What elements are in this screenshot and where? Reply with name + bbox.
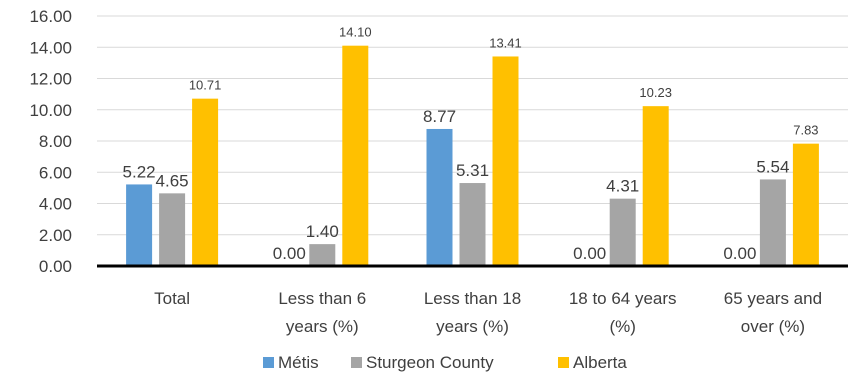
bar-alberta: [492, 56, 519, 266]
bar-alberta: [342, 45, 369, 266]
bars: [126, 45, 819, 266]
bar-sturgeon-county: [759, 179, 786, 266]
data-label: 4.65: [156, 171, 189, 190]
data-label: 0.00: [273, 244, 306, 263]
gridlines: [97, 15, 848, 236]
y-tick-label: 0.00: [39, 257, 72, 276]
x-tick-label: years (%): [286, 317, 359, 336]
bar-alberta: [192, 98, 219, 266]
y-tick-label: 12.00: [29, 70, 72, 89]
bar-sturgeon-county: [459, 183, 486, 266]
data-label: 14.10: [339, 25, 372, 40]
bar-sturgeon-county: [159, 193, 186, 266]
y-tick-label: 16.00: [29, 7, 72, 26]
x-tick-label: 65 years and: [724, 289, 822, 308]
data-label: 8.77: [423, 107, 456, 126]
x-tick-label: over (%): [741, 317, 805, 336]
data-label: 10.71: [189, 78, 222, 93]
data-labels: 5.22 0.00 8.77 0.00 0.00 4.65 1.40 5.31 4.31 5.54…: [123, 25, 819, 263]
y-tick-label: 4.00: [39, 195, 72, 214]
y-tick-label: 10.00: [29, 101, 72, 120]
legend-label: Alberta: [573, 353, 627, 372]
data-label: 10.23: [639, 85, 672, 100]
x-tick-label: Total: [154, 289, 190, 308]
legend-label: Sturgeon County: [366, 353, 494, 372]
bar-m-tis: [126, 184, 153, 266]
legend-label: Métis: [278, 353, 319, 372]
bar-m-tis: [426, 128, 453, 266]
data-label: 13.41: [489, 35, 522, 50]
data-label: 5.54: [756, 157, 789, 176]
legend-swatch: [263, 357, 274, 368]
x-tick-label: Less than 18: [424, 289, 521, 308]
x-tick-label: years (%): [436, 317, 509, 336]
y-tick-label: 2.00: [39, 226, 72, 245]
bar-sturgeon-county: [609, 198, 636, 266]
x-tick-label: Less than 6: [278, 289, 366, 308]
data-label: 1.40: [306, 222, 339, 241]
data-label: 4.31: [606, 177, 639, 196]
y-tick-label: 14.00: [29, 38, 72, 57]
data-label: 0.00: [723, 244, 756, 263]
bar-alberta: [792, 143, 819, 266]
data-label: 7.83: [793, 123, 818, 138]
y-axis: 0.00 2.00 4.00 6.00 8.00 10.00 12.00 14.00 16.00: [29, 7, 72, 276]
x-tick-label: 18 to 64 years: [569, 289, 677, 308]
x-axis: Total Less than 6 years (%) Less than 18 yea…: [154, 289, 822, 336]
data-label: 5.31: [456, 161, 489, 180]
data-label: 0.00: [573, 244, 606, 263]
y-tick-label: 8.00: [39, 132, 72, 151]
legend: Métis Sturgeon County Alberta: [263, 353, 627, 372]
legend-swatch: [558, 357, 569, 368]
bar-sturgeon-county: [309, 244, 336, 266]
bar-alberta: [642, 106, 669, 266]
data-label: 5.22: [123, 162, 156, 181]
x-tick-label: (%): [609, 317, 635, 336]
y-tick-label: 6.00: [39, 163, 72, 182]
legend-swatch: [351, 357, 362, 368]
